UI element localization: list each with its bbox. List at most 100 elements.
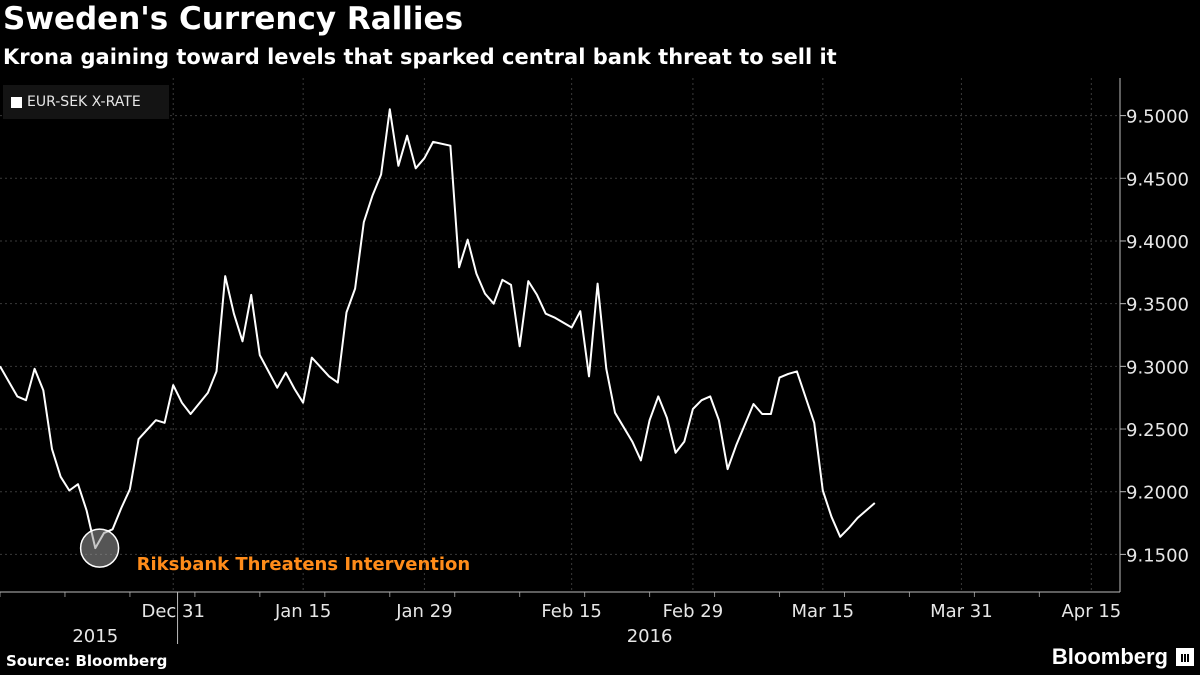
- data-point: [908, 0, 910, 1]
- data-point: [259, 354, 261, 356]
- x-tick-label: Feb 29: [663, 601, 724, 622]
- chart-title: Sweden's Currency Rallies: [3, 1, 464, 37]
- data-point: [172, 384, 174, 386]
- x-tick-label: Feb 15: [541, 601, 602, 622]
- data-point: [138, 438, 140, 440]
- data-point: [770, 413, 772, 415]
- data-point: [1082, 0, 1084, 1]
- legend-swatch: [11, 96, 22, 108]
- data-point: [640, 459, 642, 461]
- data-point: [545, 313, 547, 315]
- data-point: [553, 316, 555, 318]
- data-point: [423, 157, 425, 159]
- y-tick-label: 9.4500: [1126, 169, 1189, 190]
- x-tick-label: Mar 31: [930, 601, 993, 622]
- data-point: [1021, 0, 1023, 1]
- data-point: [839, 536, 841, 538]
- data-point: [493, 303, 495, 305]
- y-tick-label: 9.2000: [1126, 483, 1189, 504]
- data-point: [597, 283, 599, 285]
- data-point: [657, 395, 659, 397]
- data-point: [666, 417, 668, 419]
- data-point: [649, 419, 651, 421]
- y-tick-label: 9.5000: [1126, 107, 1189, 128]
- data-point: [856, 517, 858, 519]
- data-point: [1099, 0, 1101, 1]
- data-point: [345, 311, 347, 313]
- x-tick-label: Dec 31: [141, 601, 204, 622]
- data-point: [796, 370, 798, 372]
- data-point: [735, 444, 737, 446]
- data-point: [42, 389, 44, 391]
- data-point: [328, 375, 330, 377]
- data-point: [129, 488, 131, 490]
- data-point: [51, 448, 53, 450]
- annotations: Riksbank Threatens Intervention: [79, 528, 471, 575]
- x-tick-label: Jan 29: [395, 601, 452, 622]
- data-point: [709, 395, 711, 397]
- data-point: [960, 0, 962, 1]
- source-note: Source: Bloomberg: [6, 652, 168, 670]
- x-tick-label: Jan 15: [274, 601, 331, 622]
- data-point: [917, 0, 919, 1]
- y-tick-label: 9.1500: [1126, 545, 1189, 566]
- data-point: [934, 0, 936, 1]
- data-point: [1004, 0, 1006, 1]
- data-point: [1030, 0, 1032, 1]
- data-point: [701, 399, 703, 401]
- data-point: [900, 0, 902, 1]
- data-point: [475, 273, 477, 275]
- data-point: [293, 388, 295, 390]
- data-point: [233, 313, 235, 315]
- data-point: [727, 468, 729, 470]
- tick-labels: 9.1500 9.2000 9.2500 9.3000 9.3500 9.4000 9.45…: [72, 107, 1189, 647]
- data-point: [1064, 0, 1066, 1]
- data-point: [675, 452, 677, 454]
- data-point: [276, 387, 278, 389]
- data-point: [571, 326, 573, 328]
- data-point: [155, 419, 157, 421]
- y-tick-label: 9.2500: [1126, 420, 1189, 441]
- series-line-eur-sek: [0, 108, 876, 550]
- data-point: [25, 399, 27, 401]
- data-point: [501, 279, 503, 281]
- data-point: [1073, 0, 1075, 1]
- data-point: [467, 239, 469, 241]
- data-point: [952, 0, 954, 1]
- data-point: [848, 527, 850, 529]
- data-point: [536, 294, 538, 296]
- data-point: [822, 489, 824, 491]
- data-point: [579, 310, 581, 312]
- data-point: [164, 422, 166, 424]
- gridlines: [0, 78, 1120, 592]
- data-point: [207, 392, 209, 394]
- data-point: [302, 402, 304, 404]
- data-point: [978, 0, 980, 1]
- data-point: [692, 408, 694, 410]
- data-point: [190, 413, 192, 415]
- data-point: [337, 382, 339, 384]
- annotation-marker: [79, 528, 120, 568]
- data-point: [1090, 0, 1092, 1]
- data-point: [363, 221, 365, 223]
- legend-label: EUR-SEK X-RATE: [27, 94, 141, 110]
- data-point: [969, 0, 971, 1]
- series-layer: [0, 0, 1101, 550]
- data-point: [943, 0, 945, 1]
- brand-logo-text: Bloomberg: [1051, 644, 1168, 669]
- data-point: [484, 293, 486, 295]
- data-point: [458, 266, 460, 268]
- annotation-label: Riksbank Threatens Intervention: [137, 554, 471, 575]
- data-point: [510, 284, 512, 286]
- data-point: [371, 195, 373, 197]
- data-point: [432, 141, 434, 143]
- data-point: [683, 441, 685, 443]
- chart-subtitle: Krona gaining toward levels that sparked…: [3, 45, 837, 69]
- bloomberg-logo-icon: [1176, 648, 1194, 666]
- data-point: [112, 528, 114, 530]
- data-point: [891, 0, 893, 1]
- x-tick-label: Apr 15: [1061, 601, 1121, 622]
- y-tick-label: 9.4000: [1126, 232, 1189, 253]
- x-tick-label: Mar 15: [792, 601, 855, 622]
